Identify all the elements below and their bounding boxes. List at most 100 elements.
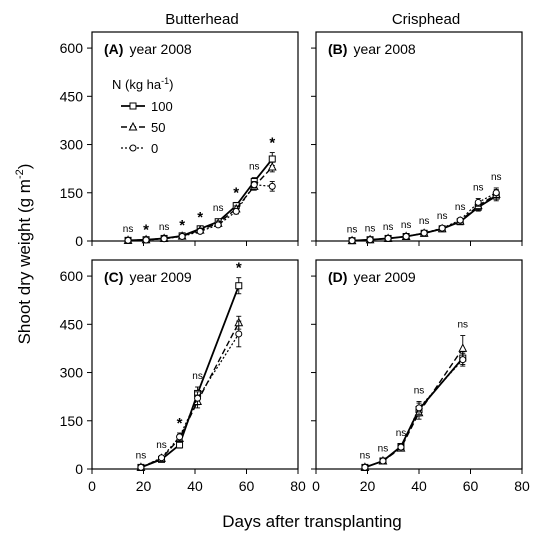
y-tick-label: 0 xyxy=(75,461,83,477)
significance-star: * xyxy=(269,135,275,152)
data-point-0 xyxy=(348,237,356,245)
significance-ns: ns xyxy=(383,222,394,233)
legend-marker-0 xyxy=(129,144,137,152)
panel-letter: (A) xyxy=(104,41,123,57)
y-axis-title-sup: -2 xyxy=(14,169,26,179)
data-point-0 xyxy=(142,236,150,244)
panel-a: 0 150 300 450 600 (A) year 2008 ns * ns * * ns * ns * xyxy=(60,31,299,249)
y-tick-label: 600 xyxy=(60,268,84,284)
y-tick-label: 300 xyxy=(60,365,84,381)
data-point-0 xyxy=(176,433,184,441)
column-title-butterhead: Butterhead xyxy=(165,11,238,28)
data-point-0 xyxy=(474,198,482,206)
data-point-0 xyxy=(402,232,410,240)
data-point-100 xyxy=(235,282,243,290)
significance-star: * xyxy=(143,221,149,238)
x-tick-label: 80 xyxy=(290,478,306,494)
significance-ns: ns xyxy=(123,224,134,235)
data-point-0 xyxy=(384,234,392,242)
panel-year: year 2008 xyxy=(129,41,191,57)
data-point-0 xyxy=(137,463,145,471)
significance-star: * xyxy=(177,415,183,432)
significance-ns: ns xyxy=(457,320,468,331)
data-point-0 xyxy=(456,216,464,224)
x-tick-label: 40 xyxy=(411,478,427,494)
legend-label-50: 50 xyxy=(151,120,165,135)
significance-ns: ns xyxy=(455,202,466,213)
plot-frame xyxy=(91,259,299,470)
significance-ns: ns xyxy=(213,203,224,214)
y-tick-label: 450 xyxy=(60,88,84,104)
y-tick-label: 300 xyxy=(60,137,84,153)
y-tick-label: 600 xyxy=(60,40,84,56)
legend-marker-50 xyxy=(128,121,138,131)
data-point-0 xyxy=(232,207,240,215)
legend-label-0: 0 xyxy=(151,141,158,156)
significance-star: * xyxy=(197,209,203,226)
plot-frame xyxy=(315,31,523,242)
data-point-0 xyxy=(196,227,204,235)
significance-ns: ns xyxy=(136,451,147,462)
data-point-0 xyxy=(459,356,467,364)
significance-ns: ns xyxy=(192,371,203,382)
panel-year: year 2009 xyxy=(353,269,415,285)
x-tick-label: 60 xyxy=(239,478,255,494)
x-tick-label: 40 xyxy=(187,478,203,494)
legend-label-100: 100 xyxy=(151,99,173,114)
panel-letter: (C) xyxy=(104,269,123,285)
data-point-50 xyxy=(267,161,277,171)
significance-ns: ns xyxy=(360,451,371,462)
data-point-50 xyxy=(458,343,468,352)
x-tick-label: 20 xyxy=(360,478,376,494)
x-axis-title: Days after transplanting xyxy=(222,512,402,531)
data-point-100 xyxy=(176,441,184,449)
panel-year: year 2009 xyxy=(129,269,191,285)
significance-ns: ns xyxy=(491,172,502,183)
legend-title-close: ) xyxy=(169,77,173,92)
x-tick-label: 60 xyxy=(463,478,479,494)
data-point-0 xyxy=(214,221,222,229)
y-tick-label: 150 xyxy=(60,185,84,201)
data-point-0 xyxy=(160,235,168,243)
significance-star: * xyxy=(233,184,239,201)
significance-ns: ns xyxy=(401,220,412,231)
significance-ns: ns xyxy=(473,183,484,194)
legend: N (kg ha-1) 100 50 0 xyxy=(112,76,174,156)
y-axis-title: Shoot dry weight (g m-2) xyxy=(14,164,34,345)
legend-title-sup: -1 xyxy=(161,76,169,86)
x-tick-label: 20 xyxy=(136,478,152,494)
panel-letter: (B) xyxy=(328,41,347,57)
y-tick-label: 150 xyxy=(60,413,84,429)
data-point-0 xyxy=(438,224,446,232)
data-point-0 xyxy=(124,236,132,244)
y-tick-label: 450 xyxy=(60,316,84,332)
data-point-0 xyxy=(268,182,276,190)
panel-label: (D) year 2009 xyxy=(328,269,416,285)
panel-label: (A) year 2008 xyxy=(104,41,192,57)
data-point-0 xyxy=(158,454,166,462)
data-point-0 xyxy=(250,181,258,189)
data-point-0 xyxy=(361,463,369,471)
y-tick-label: 0 xyxy=(75,233,83,249)
y-axis-title-text: Shoot dry weight (g m xyxy=(15,179,34,344)
legend-title: N (kg ha-1) xyxy=(112,76,174,92)
column-title-crisphead: Crisphead xyxy=(392,11,460,28)
data-point-0 xyxy=(366,236,374,244)
data-point-0 xyxy=(397,443,405,451)
data-point-0 xyxy=(420,229,428,237)
significance-ns: ns xyxy=(414,385,425,396)
data-point-100 xyxy=(268,155,276,163)
data-point-0 xyxy=(178,232,186,240)
legend-title-text: N (kg ha xyxy=(112,77,162,92)
significance-ns: ns xyxy=(159,222,170,233)
panel-label: (B) year 2008 xyxy=(328,41,416,57)
significance-ns: ns xyxy=(419,216,430,227)
plot-frame xyxy=(315,259,523,470)
significance-ns: ns xyxy=(437,211,448,222)
data-point-0 xyxy=(415,404,423,412)
significance-ns: ns xyxy=(249,162,260,173)
